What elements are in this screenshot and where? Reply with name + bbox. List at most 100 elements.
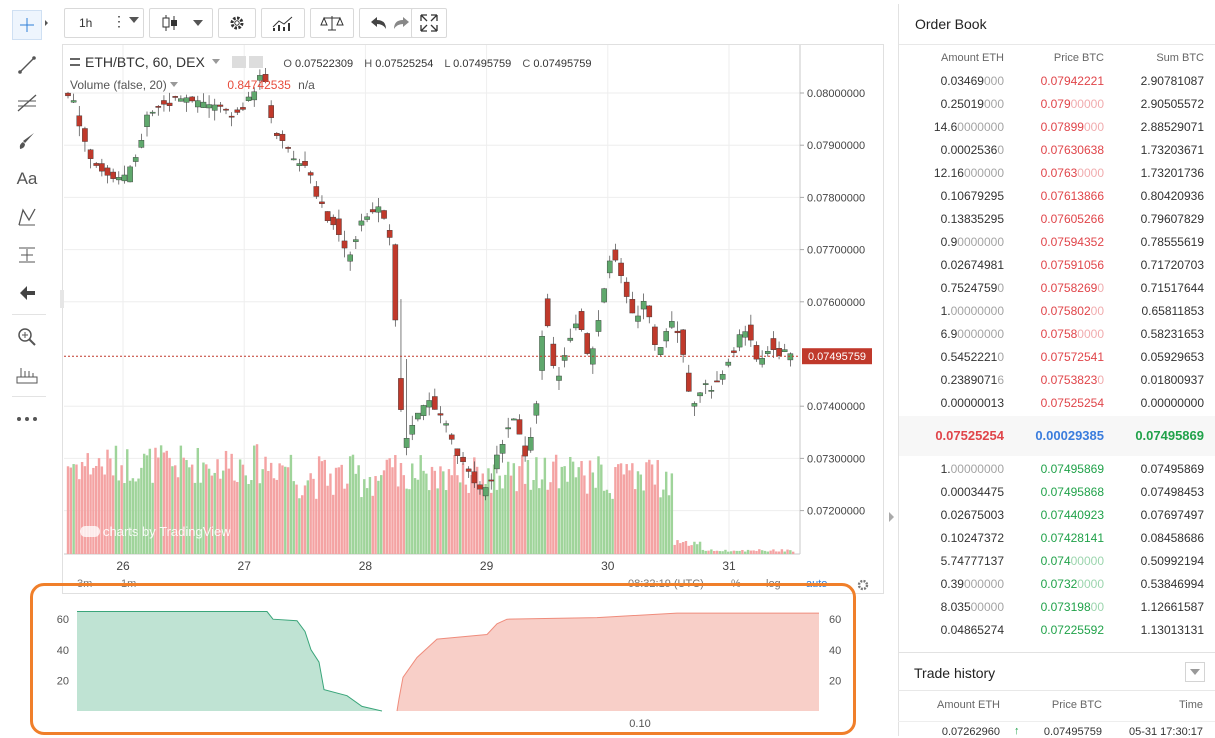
back-arrow-icon[interactable] (12, 278, 42, 308)
redo-icon[interactable] (390, 14, 412, 32)
candle (285, 147, 291, 149)
volume-bar (741, 549, 744, 554)
chart-style-button[interactable] (149, 8, 213, 38)
sum-cell: 0.05929653 (1109, 350, 1204, 364)
bid-row[interactable]: 0.10247372 0.07428141 0.08458686 (899, 527, 1215, 550)
volume-bar (529, 489, 532, 554)
volume-bar (681, 542, 685, 554)
bid-row[interactable]: 0.00034475 0.07495868 0.07498453 (899, 481, 1215, 504)
ask-row[interactable]: 0.75247590 0.07582690 0.71517644 (899, 277, 1215, 300)
settings-button[interactable] (218, 8, 256, 38)
bid-row[interactable]: 8.03500000 0.07319800 1.12661587 (899, 596, 1215, 619)
volume-bar (775, 551, 778, 554)
amount-cell-digits: 0.03469 (940, 74, 984, 88)
ask-row[interactable]: 1.00000000 0.07580200 0.65811853 (899, 300, 1215, 323)
ask-row[interactable]: 0.25019000 0.07900000 2.90505572 (899, 93, 1215, 116)
bid-row[interactable]: 0.04865274 0.07225592 1.13013131 (899, 619, 1215, 642)
bid-row[interactable]: 0.02675003 0.07440923 0.07697497 (899, 504, 1215, 527)
volume-bar (569, 456, 572, 554)
amount-cell-digits: 0.00034475 (940, 485, 1004, 499)
volume-bar (103, 474, 106, 554)
collapse-right-icon[interactable] (889, 512, 894, 522)
brush-icon[interactable] (12, 126, 42, 156)
volume-bar (732, 550, 736, 554)
ask-depth-area (397, 613, 819, 711)
ruler-icon[interactable] (12, 360, 42, 390)
candle (516, 419, 523, 435)
volume-label[interactable]: Volume (false, 20) (70, 78, 167, 92)
zoom-icon[interactable] (12, 322, 42, 352)
amount-cell: 0.04865274 (899, 623, 1004, 637)
depth-chart[interactable]: 60 40 20 60 40 20 0.10 (33, 586, 853, 732)
volume-bar (786, 549, 789, 554)
candle (82, 128, 88, 142)
bid-row[interactable]: 0.39000000 0.07320000 0.53846994 (899, 573, 1215, 596)
volume-bar (659, 497, 662, 554)
amount-cell-digits: 1. (940, 304, 951, 318)
volume-bar (238, 459, 242, 554)
chart-area[interactable] (62, 44, 884, 594)
divider (898, 690, 1215, 691)
volume-bar (704, 550, 707, 554)
volume-bar (315, 498, 318, 554)
interval-select[interactable]: 1h ⋮ (64, 8, 144, 38)
volume-bar (585, 493, 589, 554)
bid-row[interactable]: 5.74777137 0.07400000 0.50992194 (899, 550, 1215, 573)
ask-row[interactable]: 0.54522210 0.07572541 0.05929653 (899, 346, 1215, 369)
undo-icon[interactable] (368, 14, 390, 32)
volume-bar (408, 489, 411, 554)
candle (731, 350, 737, 353)
ask-row[interactable]: 0.03469000 0.07942221 2.90781087 (899, 70, 1215, 93)
amount-cell-trailing-zeros: 0 (997, 281, 1004, 295)
volume-bar (368, 477, 372, 554)
price-cell: 0.07319800 (1009, 600, 1104, 614)
volume-bar (188, 467, 191, 554)
trade-history-menu-button[interactable] (1185, 662, 1205, 682)
volume-bar (712, 551, 716, 554)
candle (759, 358, 765, 365)
ask-row[interactable]: 0.10679295 0.07613866 0.80420936 (899, 185, 1215, 208)
pattern-icon[interactable] (12, 202, 42, 232)
ask-row[interactable]: 0.00025360 0.07630638 1.73203671 (899, 139, 1215, 162)
gear-icon[interactable] (249, 56, 264, 68)
symbol-label[interactable]: ETH/BTC, 60, DEX (85, 54, 205, 70)
ask-row[interactable]: 0.13835295 0.07605266 0.79607829 (899, 208, 1215, 231)
expand-arrow-icon[interactable] (45, 20, 49, 26)
candle (578, 311, 585, 330)
bid-row[interactable]: 1.00000000 0.07495869 0.07495869 (899, 458, 1215, 481)
crosshair-icon[interactable] (12, 10, 42, 40)
volume-bar (413, 478, 417, 554)
price-chart[interactable]: 0.07495759 0.08000000 0.07900000 0.07800000… (0, 0, 884, 600)
amount-cell: 0.00000013 (899, 396, 1004, 410)
trendline-icon[interactable] (12, 50, 42, 80)
volume-bar (196, 447, 200, 554)
ask-row[interactable]: 12.16000000 0.07630000 1.73201736 (899, 162, 1215, 185)
fullscreen-button[interactable] (411, 8, 447, 38)
compare-button[interactable] (310, 8, 354, 38)
candle (612, 249, 619, 261)
chevron-down-icon[interactable] (170, 82, 179, 87)
ask-row[interactable]: 14.60000000 0.07899000 2.88529071 (899, 116, 1215, 139)
text-icon[interactable]: Aa (12, 164, 42, 194)
more-icon[interactable] (12, 404, 42, 434)
ask-row[interactable]: 0.00000013 0.07525254 0.00000000 (899, 392, 1215, 415)
ask-row[interactable]: 0.02674981 0.07591056 0.71720703 (899, 254, 1215, 277)
chevron-down-icon[interactable] (211, 59, 220, 64)
price-cell-trailing-zeros: 0 (1097, 281, 1104, 295)
indicators-button[interactable] (261, 8, 305, 38)
ask-row[interactable]: 0.90000000 0.07594352 0.78555619 (899, 231, 1215, 254)
ask-row[interactable]: 6.90000000 0.07580000 0.58231653 (899, 323, 1215, 346)
tradingview-watermark[interactable]: charts by TradingView (80, 524, 231, 539)
measure-icon[interactable] (12, 240, 42, 270)
amount-cell: 0.02675003 (899, 508, 1004, 522)
fib-icon[interactable] (12, 88, 42, 118)
volume-bar (566, 481, 569, 554)
ask-row[interactable]: 0.23890716 0.07538230 0.01800937 (899, 369, 1215, 392)
volume-bar (789, 550, 792, 554)
candle (708, 390, 715, 392)
settings-icon[interactable] (856, 578, 870, 592)
eye-icon[interactable] (231, 56, 246, 68)
collapse-icon[interactable] (70, 58, 80, 66)
price-cell-digits: 0.07591056 (1040, 258, 1104, 272)
kebab-icon: ⋮ (112, 13, 126, 29)
